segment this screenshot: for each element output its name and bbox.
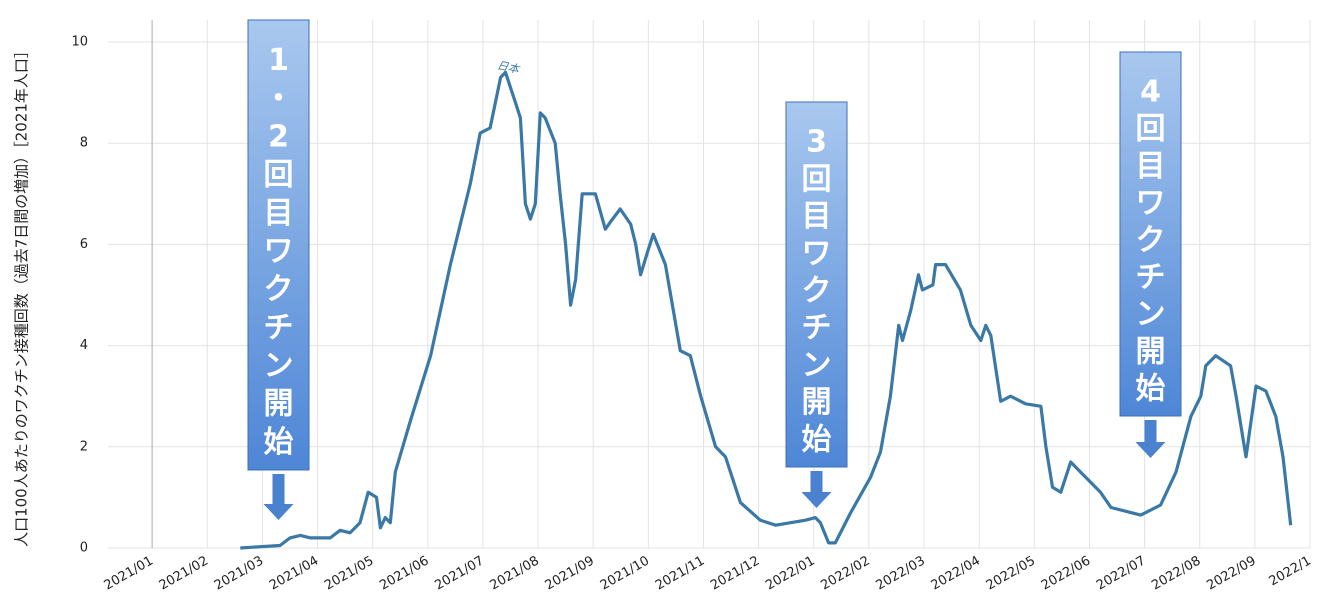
annotation: 1 ・ 2 回目ワクチン開始	[247, 19, 310, 520]
y-axis-label: 人口100人あたりのワクチン接種回数（過去7日間の増加）［2021年人口］	[13, 43, 31, 547]
y-tick-label: 4	[80, 338, 88, 353]
annotation-box	[785, 101, 848, 468]
x-tick-label: 2022/04	[929, 554, 983, 594]
x-tick-label: 2022/09	[1204, 554, 1258, 594]
x-tick-label: 2021/07	[432, 554, 486, 594]
annotation: 4 回目ワクチン開始	[1119, 51, 1182, 458]
annotation-box	[1119, 51, 1182, 417]
x-tick-label: 2021/12	[708, 554, 762, 594]
x-tick-label: 2021/03	[212, 554, 266, 594]
x-tick-label: 2022/07	[1094, 554, 1148, 594]
annotation-arrow	[263, 474, 294, 520]
y-tick-label: 10	[71, 35, 88, 50]
annotation-arrow	[801, 471, 832, 508]
x-tick-label: 2022/03	[874, 554, 928, 594]
x-tick-label: 2021/05	[322, 554, 376, 594]
x-tick-label: 2021/10	[598, 554, 652, 594]
x-tick-label: 2022/01	[763, 554, 817, 594]
x-tick-label: 2021/04	[267, 554, 321, 594]
data-line	[240, 70, 1293, 550]
annotation-text: 4 回目ワクチン開始	[1136, 74, 1166, 406]
x-tick-label: 2021/02	[157, 554, 211, 594]
x-tick-label: 2021/09	[543, 554, 597, 594]
y-tick-label: 8	[80, 136, 88, 151]
x-tick-label: 2021/11	[653, 554, 707, 594]
x-tick-label: 2021/01	[102, 554, 156, 594]
x-tick-label: 2022/1	[1267, 554, 1314, 590]
x-tick-label: 2021/06	[377, 554, 431, 594]
series-label: 日本	[496, 59, 522, 77]
y-tick-label: 2	[80, 439, 88, 454]
y-tick-label: 0	[80, 541, 88, 556]
x-tick-label: 2022/08	[1149, 554, 1203, 594]
x-tick-label: 2022/02	[818, 554, 872, 594]
annotation-text: 1 ・ 2 回目ワクチン開始	[264, 43, 294, 460]
y-tick-label: 6	[80, 237, 88, 252]
x-tick-label: 2021/08	[488, 554, 542, 594]
annotation-arrow	[1135, 420, 1166, 458]
annotation: 3 回目ワクチン開始	[785, 101, 848, 508]
annotation-text: 3 回目ワクチン開始	[802, 124, 832, 457]
x-tick-label: 2022/05	[984, 554, 1038, 594]
annotation-box	[247, 19, 310, 471]
x-tick-label: 2022/06	[1039, 554, 1093, 594]
